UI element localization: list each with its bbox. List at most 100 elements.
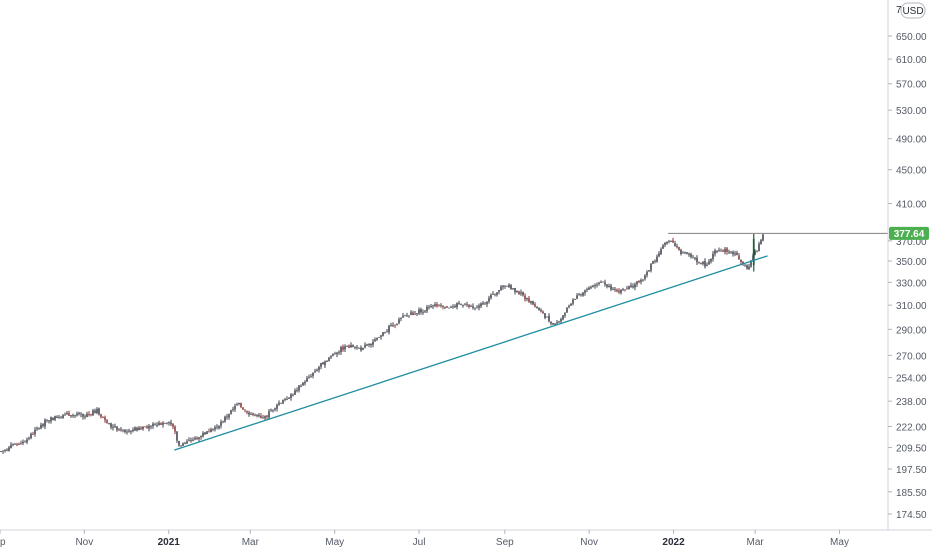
candle [606, 284, 608, 289]
candle [378, 336, 380, 338]
candle [718, 247, 720, 252]
y-tick-label: 185.50 [896, 488, 927, 499]
y-tick-label: 650.00 [896, 32, 927, 43]
candle [168, 421, 170, 426]
candle [16, 442, 18, 447]
candle [56, 415, 58, 419]
candle [580, 293, 582, 297]
candle [104, 415, 106, 423]
candle [330, 355, 332, 359]
candle [24, 440, 26, 443]
y-axis[interactable]: 650.00 610.00 570.00 530.00 490.00 450.00 410.… [888, 32, 927, 521]
candle [94, 408, 96, 414]
candle [514, 287, 516, 295]
candle [352, 344, 354, 348]
candle [270, 408, 272, 412]
candle [18, 442, 20, 446]
candle [388, 324, 390, 335]
candle [490, 293, 492, 300]
candle [152, 422, 154, 429]
candle [218, 425, 220, 430]
support-trendline[interactable] [174, 255, 768, 451]
candle [650, 262, 652, 273]
candle [44, 418, 46, 430]
candle [384, 331, 386, 334]
candle [698, 261, 700, 264]
y-tick-label: 490.00 [896, 135, 927, 146]
candle [402, 313, 404, 318]
candle [568, 304, 570, 309]
candle [162, 421, 164, 428]
candle [328, 356, 330, 362]
candle [548, 313, 550, 323]
candle [546, 316, 548, 318]
candle [54, 415, 56, 422]
candle [376, 337, 378, 341]
candle [596, 282, 598, 288]
candle [80, 412, 82, 418]
candle [728, 249, 730, 254]
candle [0, 450, 2, 453]
candle [230, 409, 232, 415]
currency-unit-button[interactable]: USD [900, 2, 926, 19]
candle [114, 423, 116, 429]
x-tick-label: ep [0, 537, 6, 548]
candle [572, 298, 574, 306]
candle [148, 424, 150, 432]
candle [198, 437, 200, 442]
candle [586, 287, 588, 293]
candle [134, 426, 136, 432]
candle [674, 240, 676, 247]
candle [12, 443, 14, 447]
candle [366, 343, 368, 347]
candle [696, 255, 698, 266]
candle [418, 307, 420, 316]
candle [756, 250, 758, 253]
candle [340, 345, 342, 355]
candle [450, 305, 452, 308]
candle [640, 278, 642, 285]
y-tick-label: 530.00 [896, 106, 927, 117]
candle [524, 293, 526, 302]
candle [700, 262, 702, 265]
candle [380, 334, 382, 340]
x-tick-label: 2021 [158, 537, 181, 548]
candle [672, 237, 674, 243]
candle [14, 443, 16, 445]
candle [452, 304, 454, 309]
candle [416, 313, 418, 317]
candle [400, 317, 402, 322]
candle [322, 361, 324, 365]
candle [396, 323, 398, 326]
candle [518, 290, 520, 295]
x-tick-label: Mar [242, 537, 260, 548]
candle [358, 347, 360, 349]
candle [172, 423, 174, 430]
candle [558, 320, 560, 323]
candle [166, 422, 168, 425]
y-tick-label: 330.00 [896, 278, 927, 289]
candle [28, 436, 30, 441]
x-axis[interactable]: ep Nov 2021 Mar May Jul Sep Nov 2022 Mar May [0, 530, 849, 548]
candle [108, 422, 110, 425]
candle [754, 249, 756, 256]
candle [746, 264, 748, 270]
candle [146, 424, 148, 429]
candle [46, 419, 48, 423]
candle [680, 248, 682, 256]
candle [428, 304, 430, 310]
candle [318, 365, 320, 373]
candle [620, 289, 622, 295]
candle [160, 422, 162, 426]
candle [412, 310, 414, 316]
candle [664, 242, 666, 248]
candle [90, 413, 92, 417]
candle [158, 420, 160, 426]
candle [542, 310, 544, 315]
candle [8, 446, 10, 452]
candle [574, 298, 576, 301]
candle [278, 400, 280, 406]
candle [420, 307, 422, 315]
candle [346, 345, 348, 347]
